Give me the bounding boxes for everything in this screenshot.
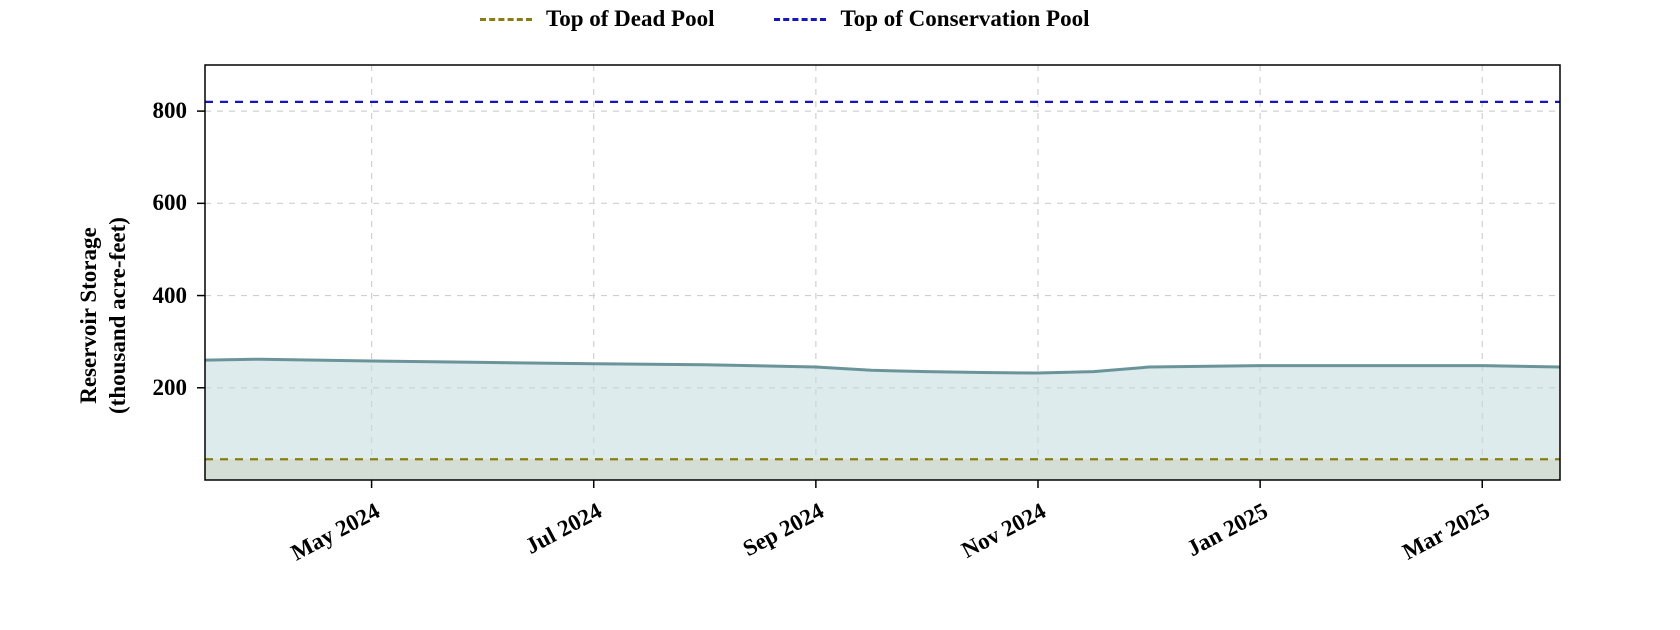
y-tick-label: 400: [127, 283, 187, 309]
y-tick-label: 200: [127, 375, 187, 401]
y-tick-label: 600: [127, 190, 187, 216]
y-tick-label: 800: [127, 98, 187, 124]
